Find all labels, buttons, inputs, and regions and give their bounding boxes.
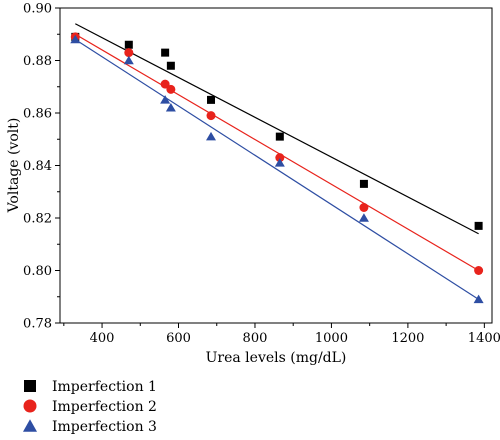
data-point-series-1	[275, 132, 284, 141]
data-point-series-2	[474, 266, 484, 275]
data-point-series-2	[160, 79, 170, 89]
axis-ticks: 400 600 800 1000 1200 1400 0.78 0.80 0.82 0.84 0.8…	[23, 2, 500, 347]
x-tick-label: 400	[90, 331, 115, 346]
data-point-series-3	[160, 95, 171, 104]
fit-lines	[74, 23, 479, 300]
x-tick-label: 1200	[391, 331, 424, 346]
fit-line-2	[74, 33, 479, 272]
data-point-series-2	[166, 84, 176, 94]
data-point-series-1	[161, 48, 170, 57]
x-tick-label: 600	[166, 331, 191, 346]
x-tick-label: 800	[243, 331, 268, 346]
legend-marker-1	[24, 380, 36, 392]
legend-label-2: Imperfection 2	[52, 399, 157, 415]
data-point-series-1	[474, 221, 483, 230]
data-point-series-3	[165, 102, 176, 112]
legend-marker-2	[23, 399, 37, 413]
legend-label-1: Imperfection 1	[52, 379, 157, 395]
legend: Imperfection 1 Imperfection 2 Imperfection…	[23, 379, 157, 435]
data-point-series-3	[206, 131, 217, 141]
data-point-series-1	[359, 179, 368, 188]
data-point-series-1	[124, 40, 133, 49]
data-point-series-2	[275, 153, 285, 163]
y-tick-label: 0.80	[23, 264, 52, 279]
data-point-series-3	[70, 34, 81, 44]
data-point-series-3	[358, 213, 369, 222]
x-tick-label: 1400	[468, 331, 500, 346]
x-tick-label: 1000	[315, 331, 348, 346]
data-point-series-2	[124, 48, 134, 58]
y-tick-label: 0.90	[23, 2, 52, 17]
legend-marker-3	[23, 419, 37, 432]
data-point-series-3	[274, 158, 285, 167]
data-points	[70, 32, 484, 304]
data-point-series-3	[123, 55, 134, 65]
y-tick-label: 0.82	[23, 212, 52, 227]
data-point-series-2	[206, 111, 216, 121]
data-point-series-3	[473, 294, 484, 304]
y-tick-label: 0.86	[23, 107, 52, 122]
x-axis-label: Urea levels (mg/dL)	[206, 350, 347, 366]
y-tick-label: 0.88	[23, 54, 52, 69]
data-point-series-2	[359, 203, 369, 212]
y-axis-label: Voltage (volt)	[6, 118, 22, 214]
y-tick-label: 0.78	[23, 317, 52, 332]
data-point-series-1	[207, 95, 216, 104]
fit-line-1	[75, 23, 479, 235]
legend-label-3: Imperfection 3	[52, 419, 157, 435]
fit-line-3	[74, 38, 479, 300]
y-tick-label: 0.84	[23, 159, 52, 174]
data-point-series-1	[166, 61, 175, 70]
